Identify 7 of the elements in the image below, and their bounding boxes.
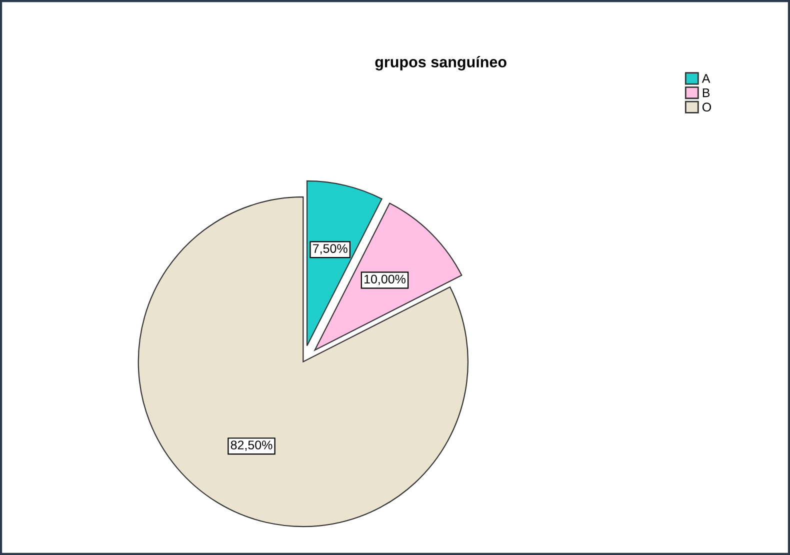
chart-title: grupos sanguíneo (375, 56, 506, 70)
data-label: 10,00% (364, 274, 406, 286)
data-label: 82,50% (230, 440, 272, 451)
legend-label: O (702, 102, 712, 112)
legend-label: A (702, 74, 710, 83)
data-label: 7,50% (313, 244, 348, 254)
legend-label: B (702, 88, 710, 98)
